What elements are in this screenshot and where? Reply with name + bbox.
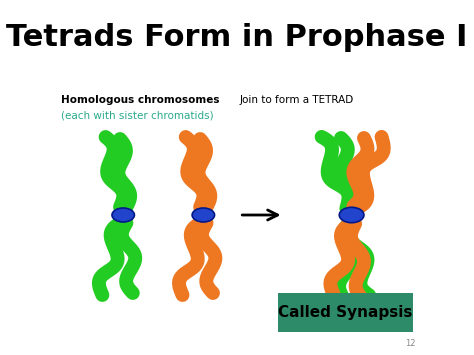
Text: (each with sister chromatids): (each with sister chromatids) bbox=[62, 110, 214, 120]
Ellipse shape bbox=[339, 207, 364, 223]
Text: Called Synapsis: Called Synapsis bbox=[278, 305, 412, 320]
FancyBboxPatch shape bbox=[278, 293, 413, 332]
Text: 12: 12 bbox=[405, 339, 416, 348]
Ellipse shape bbox=[112, 208, 135, 222]
Ellipse shape bbox=[192, 208, 215, 222]
Text: Homologous chromosomes: Homologous chromosomes bbox=[62, 95, 220, 105]
Text: Tetrads Form in Prophase I: Tetrads Form in Prophase I bbox=[6, 23, 468, 53]
Text: Join to form a TETRAD: Join to form a TETRAD bbox=[239, 95, 354, 105]
